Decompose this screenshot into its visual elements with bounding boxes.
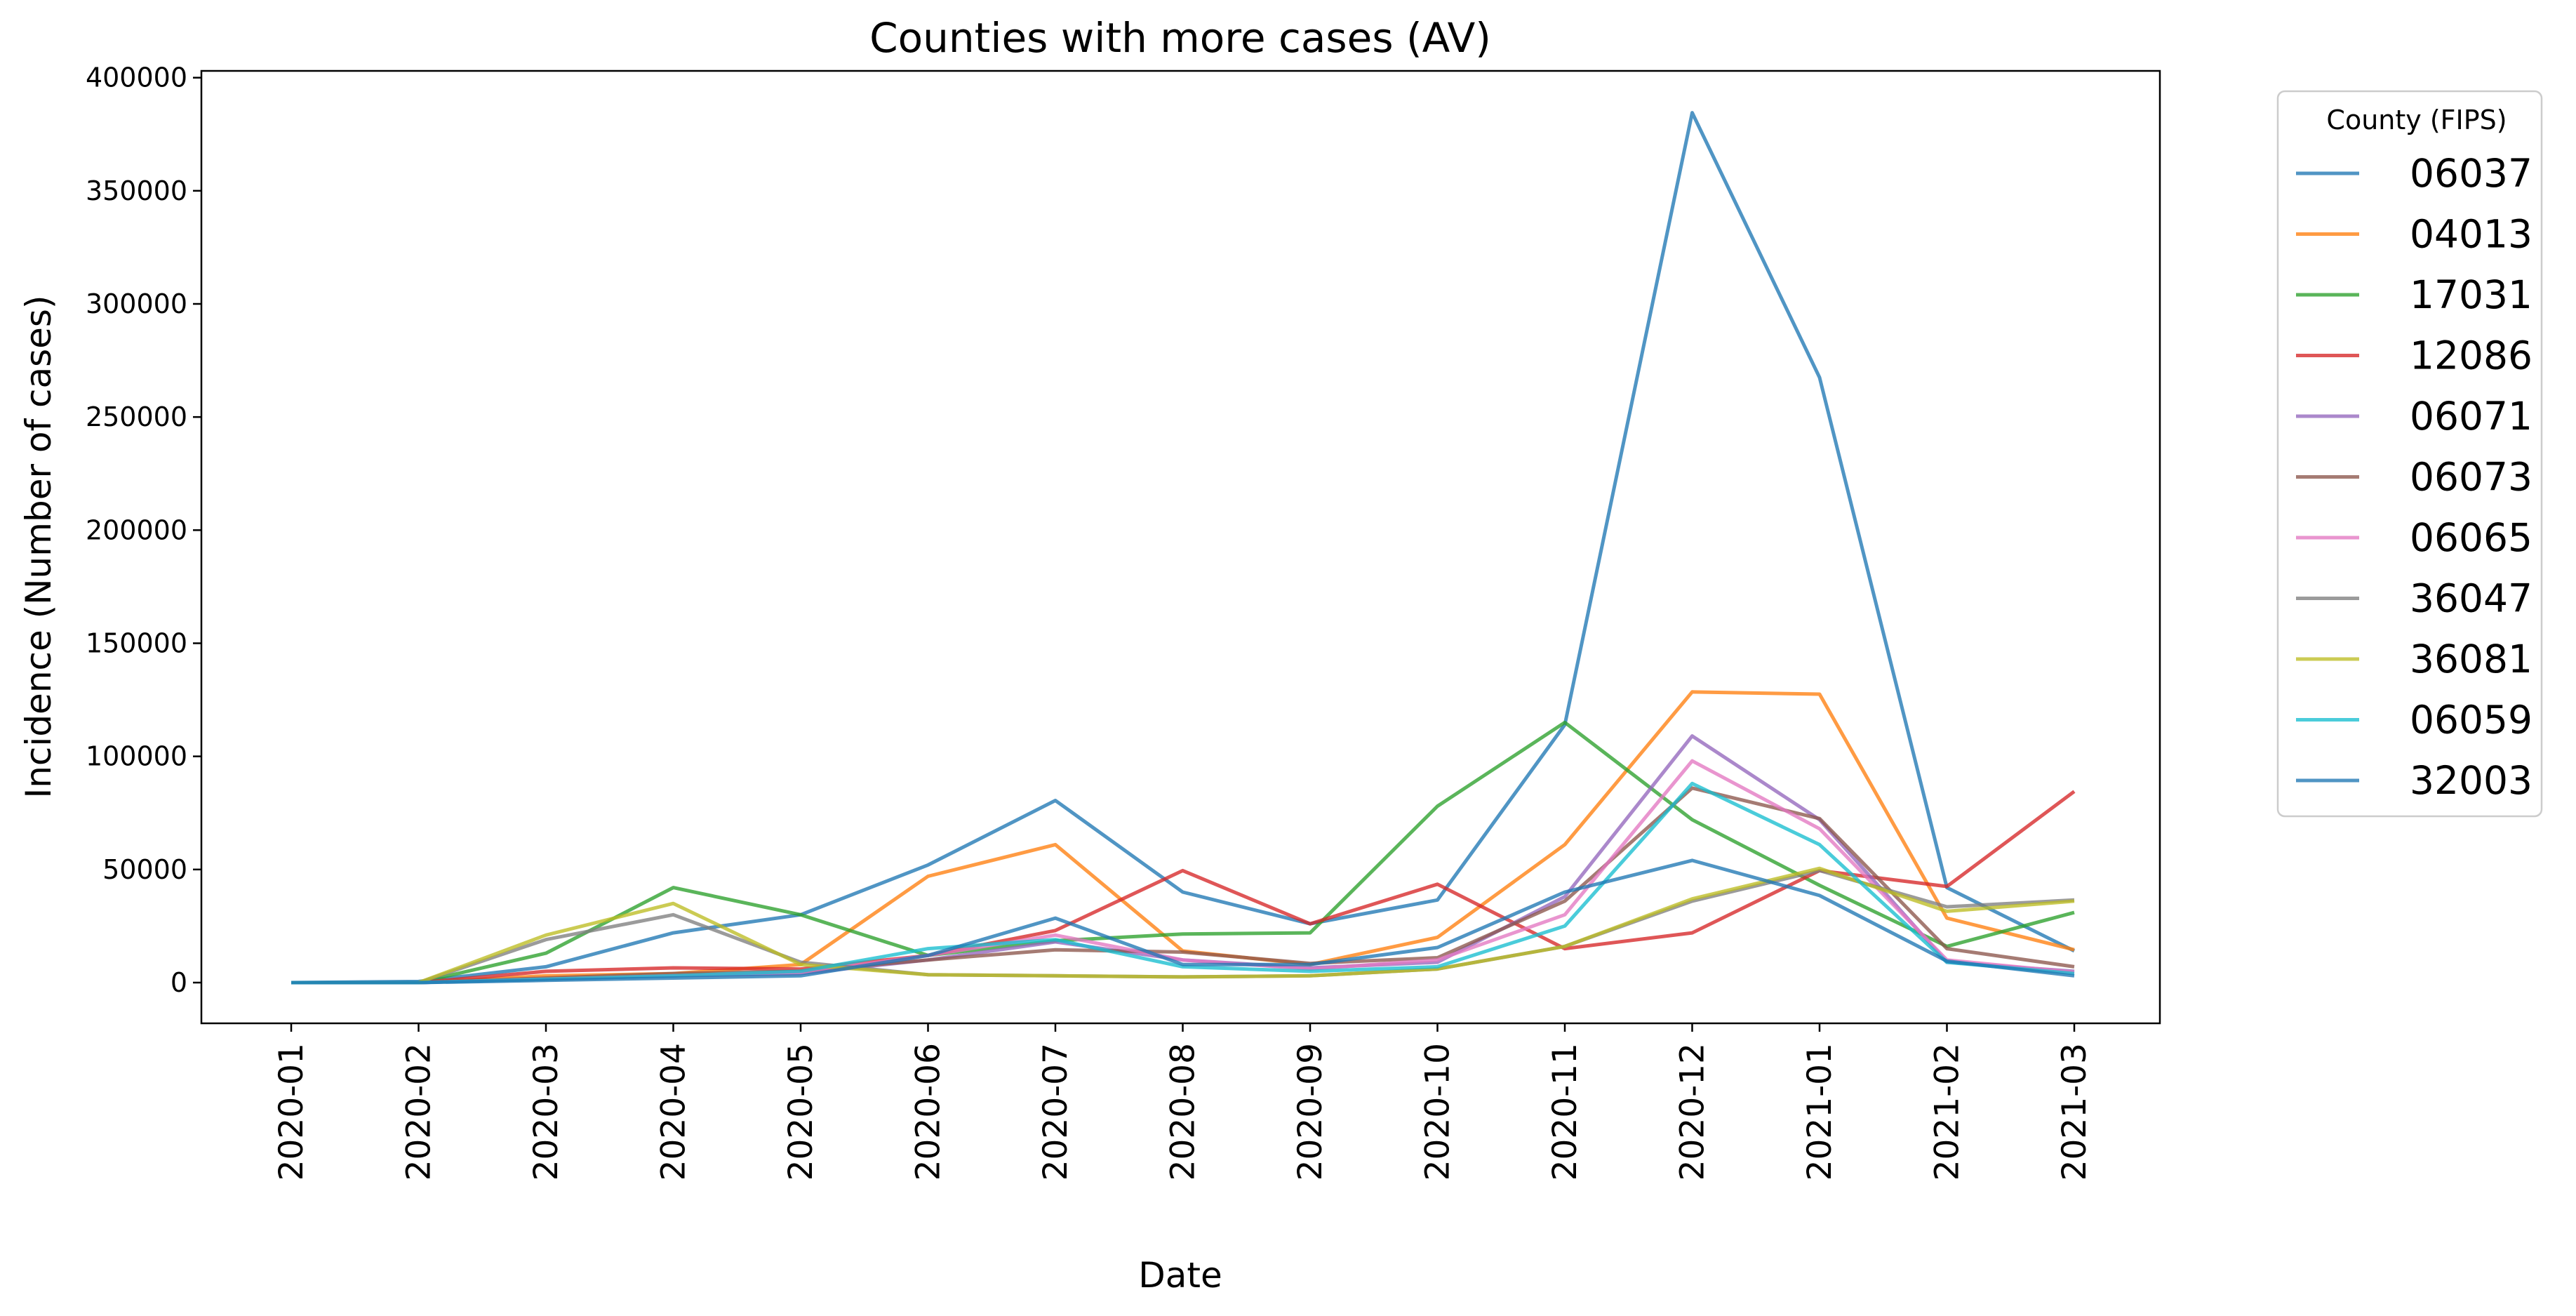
chart-title: Counties with more cases (AV)	[869, 14, 1491, 62]
legend-label: 32003	[2410, 758, 2532, 803]
series-line-36081	[291, 866, 2075, 985]
x-axis: 2020-01 2020-02 2020-03 2020-04 2020-05 2020-…	[272, 1023, 2094, 1181]
x-tick-label: 2021-01	[1801, 1043, 1839, 1181]
x-tick-label: 2021-02	[1928, 1043, 1967, 1181]
x-tick-label: 2020-08	[1164, 1043, 1203, 1181]
y-tick-label: 0	[171, 967, 187, 998]
x-tick-label: 2020-04	[655, 1043, 693, 1181]
legend-label: 06059	[2410, 698, 2532, 743]
x-tick-label: 2020-06	[909, 1043, 948, 1181]
legend-label: 06071	[2410, 394, 2532, 439]
x-axis-title: Date	[1138, 1255, 1222, 1296]
y-tick-label: 200000	[86, 514, 187, 545]
legend-box	[2276, 90, 2543, 818]
legend-label: 06037	[2410, 151, 2532, 196]
legend: County (FIPS) 06037040131703112086060710…	[2276, 90, 2543, 818]
y-tick-label: 350000	[86, 175, 187, 206]
y-axis-title: Incidence (Number of cases)	[18, 295, 59, 799]
x-tick-label: 2020-10	[1419, 1043, 1457, 1181]
x-tick-label: 2020-09	[1291, 1043, 1330, 1181]
x-tick-label: 2020-02	[400, 1043, 439, 1181]
x-tick-label: 2020-12	[1674, 1043, 1712, 1181]
x-tick-label: 2020-01	[272, 1043, 311, 1181]
x-tick-label: 2020-03	[527, 1043, 566, 1181]
legend-label: 36081	[2410, 637, 2532, 682]
legend-title: County (FIPS)	[2326, 105, 2507, 135]
series-line-32003	[291, 858, 2075, 985]
y-tick-label: 100000	[86, 741, 187, 772]
x-tick-label: 2020-11	[1546, 1043, 1584, 1181]
y-tick-label: 50000	[102, 854, 187, 885]
y-tick-label: 250000	[86, 401, 187, 432]
y-axis: 0 50000 100000 150000 200000 250000 300000 3500…	[86, 62, 201, 998]
y-tick-label: 150000	[86, 627, 187, 658]
legend-label: 06065	[2410, 515, 2532, 560]
legend-label: 17031	[2410, 272, 2532, 317]
series-line-06037	[291, 111, 2076, 985]
x-tick-label: 2020-05	[782, 1043, 820, 1181]
legend-label: 12086	[2410, 333, 2532, 378]
legend-label: 06073	[2410, 455, 2532, 500]
legend-label: 36047	[2410, 576, 2532, 621]
legend-label: 04013	[2410, 212, 2532, 257]
plot-lines	[291, 111, 2076, 985]
legend-items: 06037 04013 17031 12086 06071 06073 06065 36047…	[2296, 151, 2532, 803]
y-tick-label: 400000	[86, 62, 187, 93]
x-tick-label: 2021-03	[2055, 1043, 2094, 1181]
plot-frame	[200, 69, 2161, 1025]
series-line-12086	[291, 790, 2076, 985]
y-tick-label: 300000	[86, 288, 187, 319]
x-tick-label: 2020-07	[1036, 1043, 1075, 1181]
